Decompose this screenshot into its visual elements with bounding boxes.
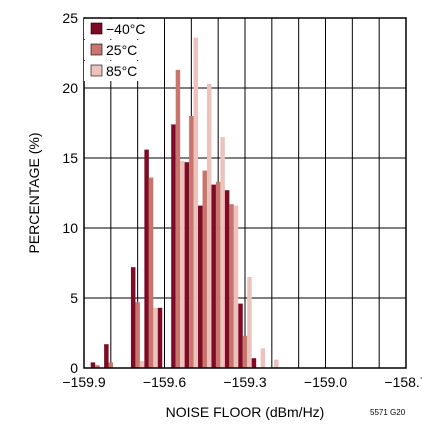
bar-25c [242,335,248,368]
bar-25c [175,69,181,369]
legend-label: −40°C [106,21,145,37]
y-axis-label: PERCENTAGE (%) [26,132,42,253]
legend-swatch [90,43,103,56]
bar-minus40c [171,124,176,369]
x-tick-label: −159.0 [304,374,347,390]
y-tick-label: 25 [62,10,78,26]
x-axis-label: NOISE FLOOR (dBm/Hz) [166,404,325,420]
bars [90,37,279,369]
bar-25c [108,362,114,368]
plot-frame [83,17,407,369]
legend-swatch [90,64,103,77]
bar-85c [274,359,279,368]
legend-label: 85°C [106,63,137,79]
bar-25c [135,302,140,368]
bar-minus40c [238,303,243,368]
y-tick-label: 20 [62,80,78,96]
bar-25c [148,177,154,368]
bar-85c [193,37,199,368]
legend: −40°C 25°C 85°C [84,19,150,81]
bar-minus40c [90,362,96,368]
y-tick-label: 10 [62,220,78,236]
bar-25c [202,170,207,368]
x-tick-label: −159.9 [62,374,105,390]
bar-25c [229,204,234,368]
bar-85c [206,83,212,369]
x-tick-label: −159.3 [223,374,266,390]
bar-85c [180,160,185,368]
bar-85c [233,205,239,368]
y-tick-label: 0 [70,360,78,376]
bar-85c [153,307,158,368]
bar-minus40c [198,205,203,368]
figure-note: 5571 G20 [370,408,406,417]
bar-25c [95,365,100,368]
bar-minus40c [224,190,230,368]
bar-25c [189,116,194,368]
bar-minus40c [144,149,149,368]
bar-85c [139,361,145,368]
legend-swatch [90,22,103,35]
bar-minus40c [184,162,190,368]
bar-minus40c [104,344,109,368]
axes [83,17,407,369]
bar-85c [247,277,252,368]
bar-85c [260,348,266,368]
bar-minus40c [251,358,257,368]
x-tick-label: −159.6 [143,374,186,390]
bar-25c [215,181,221,368]
y-tick-label: 15 [62,150,78,166]
x-tick-label: −158.7 [384,374,422,390]
bar-minus40c [130,267,136,368]
bar-85c [220,137,225,368]
bar-minus40c [211,184,216,368]
legend-label: 25°C [106,42,137,58]
tick-labels: 0 5 10 15 20 25 −159.9 −159.6 −159.3 −159.0 −158.7 [62,10,422,390]
bar-minus40c [157,307,163,368]
y-tick-label: 5 [70,290,78,306]
